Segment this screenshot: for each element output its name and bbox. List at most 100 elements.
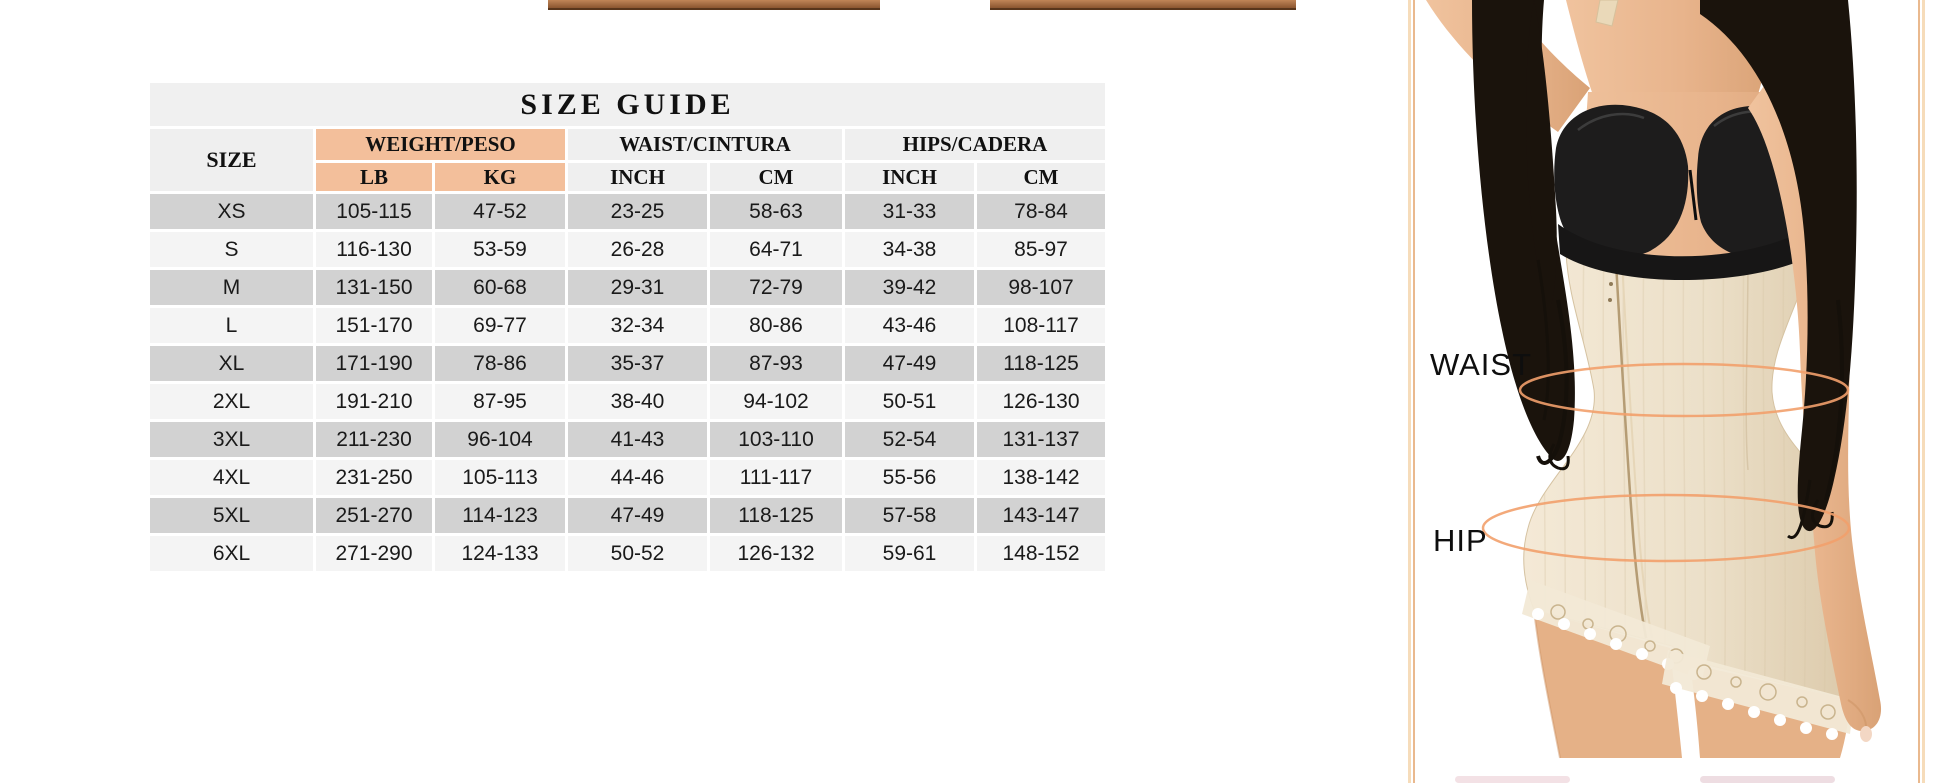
waist-cm-cell: 58-63	[710, 194, 842, 229]
table-row: XS 105-115 47-52 23-25 58-63 31-33 78-84	[150, 194, 1106, 229]
photo-frame-left-inner	[1413, 0, 1415, 783]
kg-header: KG	[435, 163, 565, 191]
waist-inch-cell: 41-43	[568, 422, 707, 457]
hips-cm-cell: 118-125	[977, 346, 1106, 381]
weight-kg-cell: 53-59	[435, 232, 565, 267]
weight-lb-cell: 105-115	[316, 194, 432, 229]
size-cell: 4XL	[150, 460, 313, 495]
hips-inch-cell: 34-38	[845, 232, 974, 267]
weight-kg-cell: 87-95	[435, 384, 565, 419]
hips-inch-cell: 31-33	[845, 194, 974, 229]
size-cell: S	[150, 232, 313, 267]
weight-kg-cell: 78-86	[435, 346, 565, 381]
weight-lb-cell: 131-150	[316, 270, 432, 305]
black-bra	[1554, 104, 1820, 281]
waist-cm-header: CM	[710, 163, 842, 191]
waist-cm-cell: 64-71	[710, 232, 842, 267]
waist-cm-cell: 103-110	[710, 422, 842, 457]
waist-cm-cell: 126-132	[710, 536, 842, 571]
hips-cm-cell: 85-97	[977, 232, 1106, 267]
shapewear-bodysuit	[1522, 243, 1854, 740]
photo-frame-right-outer	[1922, 0, 1925, 783]
waist-inch-cell: 38-40	[568, 384, 707, 419]
hips-cm-header: CM	[977, 163, 1106, 191]
hips-cm-cell: 98-107	[977, 270, 1106, 305]
hips-cm-cell: 138-142	[977, 460, 1106, 495]
size-cell: 6XL	[150, 536, 313, 571]
lace-trim-right	[1662, 650, 1854, 740]
hips-inch-cell: 52-54	[845, 422, 974, 457]
hips-cm-cell: 126-130	[977, 384, 1106, 419]
hips-inch-cell: 59-61	[845, 536, 974, 571]
hips-group-header: HIPS/CADERA	[845, 129, 1106, 160]
hips-inch-cell: 57-58	[845, 498, 974, 533]
waist-inch-cell: 44-46	[568, 460, 707, 495]
weight-lb-cell: 271-290	[316, 536, 432, 571]
table-row: L 151-170 69-77 32-34 80-86 43-46 108-11…	[150, 308, 1106, 343]
table-row: M 131-150 60-68 29-31 72-79 39-42 98-107	[150, 270, 1106, 305]
hip-label: HIP	[1433, 523, 1488, 558]
table-row: 2XL 191-210 87-95 38-40 94-102 50-51 126…	[150, 384, 1106, 419]
weight-kg-cell: 105-113	[435, 460, 565, 495]
weight-kg-cell: 114-123	[435, 498, 565, 533]
shapewear-model-photo	[1426, 0, 1882, 759]
waist-cm-cell: 118-125	[710, 498, 842, 533]
hips-inch-cell: 39-42	[845, 270, 974, 305]
waist-cm-cell: 72-79	[710, 270, 842, 305]
size-cell: XS	[150, 194, 313, 229]
hips-cm-cell: 131-137	[977, 422, 1106, 457]
size-guide-title: SIZE GUIDE	[150, 83, 1106, 126]
table-row: 6XL 271-290 124-133 50-52 126-132 59-61 …	[150, 536, 1106, 571]
weight-group-header: WEIGHT/PESO	[316, 129, 565, 160]
table-row: 5XL 251-270 114-123 47-49 118-125 57-58 …	[150, 498, 1106, 533]
waist-inch-cell: 50-52	[568, 536, 707, 571]
weight-kg-cell: 96-104	[435, 422, 565, 457]
hair	[1472, 0, 1857, 540]
cropped-lace-remnant	[1455, 776, 1570, 783]
cropped-image-strip-right	[990, 0, 1296, 10]
group-header-row: SIZE WEIGHT/PESO WAIST/CINTURA HIPS/CADE…	[150, 129, 1106, 191]
size-cell: 2XL	[150, 384, 313, 419]
weight-lb-cell: 191-210	[316, 384, 432, 419]
size-cell: L	[150, 308, 313, 343]
waist-inch-cell: 29-31	[568, 270, 707, 305]
waist-measure-line	[1518, 362, 1850, 418]
table-row: 3XL 211-230 96-104 41-43 103-110 52-54 1…	[150, 422, 1106, 457]
waist-cm-cell: 87-93	[710, 346, 842, 381]
lb-header: LB	[316, 163, 432, 191]
weight-kg-cell: 124-133	[435, 536, 565, 571]
photo-frame-right-inner	[1918, 0, 1920, 783]
size-cell: 3XL	[150, 422, 313, 457]
waist-inch-cell: 32-34	[568, 308, 707, 343]
weight-kg-cell: 69-77	[435, 308, 565, 343]
measurement-lines	[1481, 362, 1851, 563]
waist-inch-header: INCH	[568, 163, 707, 191]
photo-frame-left-outer	[1408, 0, 1411, 783]
hips-cm-cell: 143-147	[977, 498, 1106, 533]
hips-inch-cell: 55-56	[845, 460, 974, 495]
weight-lb-cell: 211-230	[316, 422, 432, 457]
weight-lb-cell: 171-190	[316, 346, 432, 381]
hips-inch-header: INCH	[845, 163, 974, 191]
weight-lb-cell: 116-130	[316, 232, 432, 267]
hips-cm-cell: 108-117	[977, 308, 1106, 343]
weight-kg-cell: 47-52	[435, 194, 565, 229]
waist-inch-cell: 26-28	[568, 232, 707, 267]
hips-cm-cell: 148-152	[977, 536, 1106, 571]
waist-cm-cell: 111-117	[710, 460, 842, 495]
waist-inch-cell: 35-37	[568, 346, 707, 381]
table-row: S 116-130 53-59 26-28 64-71 34-38 85-97	[150, 232, 1106, 267]
waist-cm-cell: 80-86	[710, 308, 842, 343]
title-row: SIZE GUIDE	[150, 83, 1106, 126]
table-row: 4XL 231-250 105-113 44-46 111-117 55-56 …	[150, 460, 1106, 495]
weight-lb-cell: 251-270	[316, 498, 432, 533]
size-cell: 5XL	[150, 498, 313, 533]
size-guide-table: SIZE GUIDE SIZE WEIGHT/PESO WAIST/CINTUR…	[147, 80, 1109, 574]
hips-inch-cell: 47-49	[845, 346, 974, 381]
size-cell: XL	[150, 346, 313, 381]
waist-label: WAIST	[1430, 347, 1533, 382]
cropped-image-strip-left	[548, 0, 880, 10]
weight-lb-cell: 231-250	[316, 460, 432, 495]
waist-group-header: WAIST/CINTURA	[568, 129, 842, 160]
